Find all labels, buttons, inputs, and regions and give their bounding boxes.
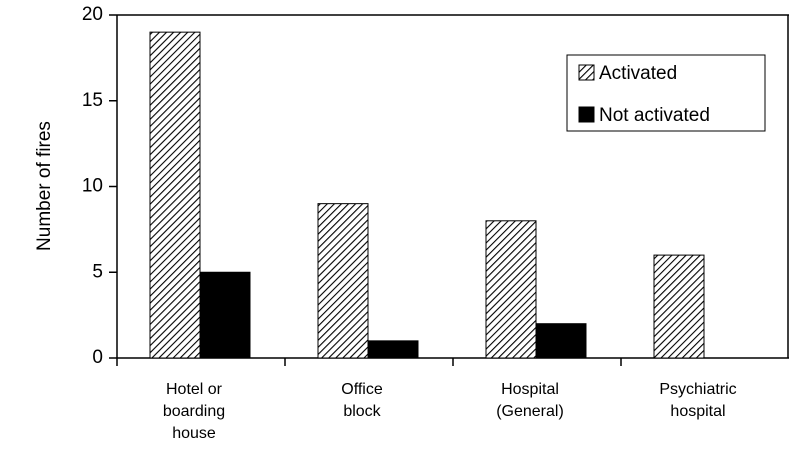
y-tick-label: 10 bbox=[82, 176, 103, 197]
legend-swatch bbox=[578, 64, 595, 81]
legend-box bbox=[566, 54, 766, 132]
bar bbox=[535, 323, 587, 359]
y-tick-label: 20 bbox=[82, 4, 103, 25]
bar bbox=[485, 220, 537, 359]
x-tick-label: Office block bbox=[341, 381, 383, 420]
y-axis-label: Number of fires bbox=[34, 121, 55, 251]
x-tick-label: Hotel or boarding house bbox=[163, 381, 225, 442]
x-tick-label: Hospital (General) bbox=[496, 381, 564, 420]
legend-label: Not activated bbox=[599, 105, 710, 126]
y-tick-label: 5 bbox=[92, 261, 103, 282]
bar bbox=[367, 340, 419, 359]
bar bbox=[317, 203, 369, 359]
y-tick-label: 15 bbox=[82, 90, 103, 111]
legend: Activated Not activated bbox=[566, 54, 766, 132]
y-tick-label: 0 bbox=[92, 347, 103, 368]
bar bbox=[653, 254, 705, 359]
legend-label: Activated bbox=[599, 63, 677, 84]
bar bbox=[149, 31, 201, 359]
bar bbox=[199, 271, 251, 359]
legend-swatch bbox=[578, 106, 595, 123]
x-tick-label: Psychiatric hospital bbox=[659, 381, 736, 420]
